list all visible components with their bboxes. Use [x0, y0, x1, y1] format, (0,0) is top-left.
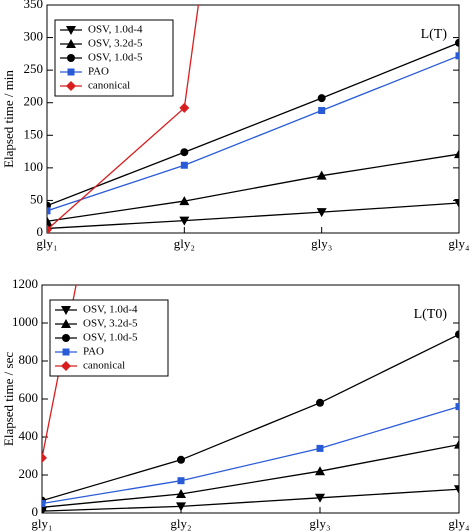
y-tick-label: 1200 — [12, 276, 38, 291]
x-tick-label: gly₄ — [448, 236, 470, 251]
marker — [61, 306, 71, 315]
marker — [318, 107, 326, 115]
marker — [42, 500, 46, 507]
marker — [61, 361, 71, 371]
y-tick-label: 200 — [19, 466, 39, 481]
y-tick-label: 800 — [19, 352, 39, 367]
marker — [455, 403, 459, 411]
marker — [66, 81, 76, 91]
marker — [454, 149, 459, 159]
marker — [177, 477, 185, 485]
marker — [315, 466, 325, 476]
series-line — [42, 488, 459, 512]
marker — [315, 493, 325, 503]
legend: OSV, 1.0d-4 OSV, 3.2d-5 OSV, 1.0d-5 PAO cano… — [54, 19, 174, 97]
x-tick-label: gly₄ — [448, 516, 470, 531]
legend-label: OSV, 1.0d-5 — [88, 52, 143, 64]
marker — [455, 330, 459, 339]
series-line — [47, 202, 459, 230]
y-axis-label: Elapsed time / sec — [1, 352, 16, 446]
marker — [42, 452, 47, 463]
marker — [316, 208, 327, 218]
marker — [316, 398, 324, 407]
y-axis-label: Elapsed time / min — [1, 70, 16, 168]
legend-label: PAO — [83, 346, 104, 358]
x-tick-label: gly₃ — [311, 236, 332, 251]
series-line — [47, 55, 459, 212]
legend-label: OSV, 1.0d-4 — [88, 24, 143, 36]
legend-label: PAO — [88, 66, 109, 78]
marker — [61, 319, 71, 328]
y-tick-label: 200 — [24, 94, 44, 109]
x-tick-label: gly₂ — [174, 236, 195, 251]
marker — [66, 26, 76, 35]
plot-frame — [46, 4, 460, 234]
y-tick-label: 600 — [19, 390, 39, 405]
plot-area — [47, 5, 459, 233]
marker — [67, 68, 75, 76]
marker — [176, 489, 186, 498]
marker — [62, 334, 70, 342]
marker — [316, 444, 324, 452]
marker — [179, 102, 190, 113]
series-line — [47, 153, 459, 222]
annotation: L(T0) — [414, 307, 448, 322]
legend-label: OSV, 3.2d-5 — [83, 318, 138, 330]
y-tick-label: 50 — [30, 191, 43, 206]
marker — [454, 439, 459, 449]
y-tick-label: 300 — [24, 29, 44, 44]
marker — [180, 148, 189, 157]
marker — [176, 502, 186, 512]
y-tick-label: 350 — [24, 0, 44, 11]
marker — [67, 54, 75, 62]
marker — [455, 38, 459, 47]
x-tick-label: gly₂ — [170, 516, 191, 531]
marker — [180, 161, 188, 169]
marker — [66, 39, 76, 48]
marker — [454, 199, 459, 209]
y-tick-label: 400 — [19, 428, 39, 443]
series-line — [42, 405, 459, 505]
legend-label: canonical — [88, 80, 130, 92]
marker — [179, 216, 190, 226]
y-tick-label: 0 — [37, 224, 44, 239]
series-line — [42, 443, 459, 508]
x-tick-label: gly₁ — [36, 236, 57, 251]
y-tick-label: 250 — [24, 61, 44, 76]
series-line — [47, 42, 459, 207]
legend-label: OSV, 3.2d-5 — [88, 38, 143, 50]
marker — [455, 52, 459, 60]
legend-label: canonical — [83, 360, 125, 372]
marker — [47, 207, 51, 215]
marker — [179, 196, 190, 206]
series-line — [42, 333, 459, 502]
marker — [316, 170, 327, 180]
legend: OSV, 1.0d-4 OSV, 3.2d-5 OSV, 1.0d-5 PAO cano… — [49, 299, 169, 377]
y-tick-label: 100 — [24, 159, 44, 174]
marker — [454, 485, 459, 495]
legend-label: OSV, 1.0d-5 — [83, 332, 138, 344]
annotation: L(T) — [421, 27, 448, 42]
x-tick-label: gly₃ — [309, 516, 330, 531]
x-tick-label: gly₁ — [31, 516, 52, 531]
y-tick-label: 150 — [24, 126, 44, 141]
marker — [317, 94, 326, 103]
y-tick-label: 1000 — [12, 314, 38, 329]
marker — [177, 455, 185, 464]
marker — [47, 224, 52, 233]
legend-label: OSV, 1.0d-4 — [83, 304, 138, 316]
marker — [62, 348, 70, 356]
marker — [47, 216, 52, 226]
plot-area — [42, 285, 459, 513]
y-tick-label: 0 — [32, 504, 39, 519]
